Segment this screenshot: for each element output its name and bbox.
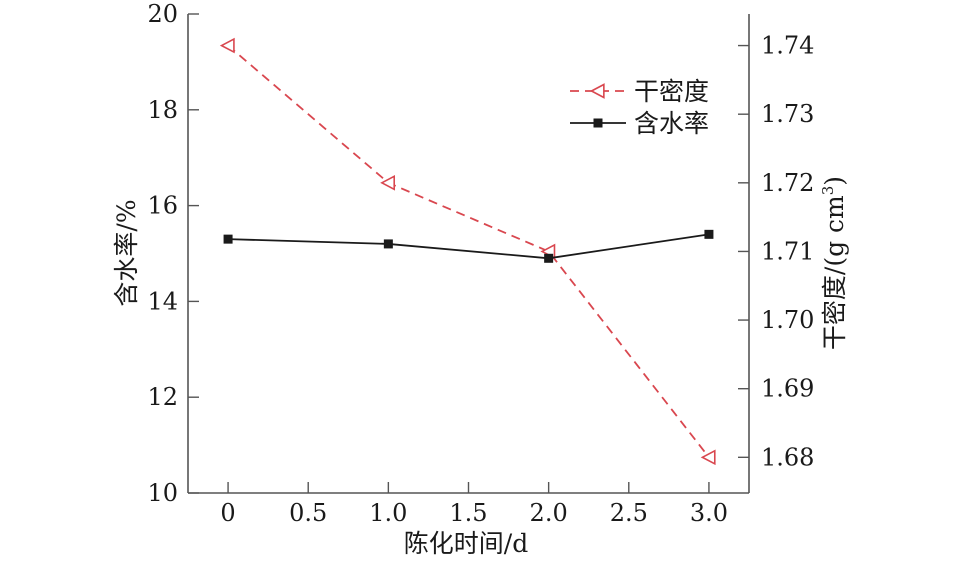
left-y-tick-label: 12 [147, 383, 178, 411]
data-point-1 [704, 229, 714, 239]
data-point-0 [700, 449, 716, 466]
right-y-tick-label: 1.71 [761, 237, 814, 265]
x-tick-label: 1.0 [369, 499, 407, 527]
x-tick-label: 1.5 [449, 499, 487, 527]
legend-label-0: 干密度 [634, 77, 709, 106]
left-y-tick-label: 10 [147, 479, 178, 507]
left-y-tick-label: 18 [147, 96, 178, 124]
x-tick-label: 0 [220, 499, 235, 527]
x-tick-label: 2.5 [610, 499, 648, 527]
series-layer [219, 37, 716, 466]
axes: 0 0.5 1.0 1.5 2.0 2.5 3.0 10 12 14 16 18 20 1.68 1.69 1… [147, 0, 814, 527]
right-y-tick-label: 1.68 [761, 443, 814, 471]
left-y-tick-label: 20 [147, 0, 178, 28]
right-y-tick-label: 1.73 [761, 100, 814, 128]
x-axis-title: 陈化时间/d [404, 529, 528, 558]
data-point-1 [544, 253, 554, 263]
series-line-1 [228, 233, 710, 260]
legend-marker-1 [593, 118, 603, 128]
data-point-0 [219, 37, 235, 54]
right-y-axis-title-main: 干密度/(g cm [820, 195, 849, 350]
legend-marker-0 [589, 83, 605, 99]
left-y-tick-label: 14 [147, 287, 178, 315]
right-y-tick-label: 1.69 [761, 375, 814, 403]
right-y-axis-title: 干密度/(g cm3) [819, 176, 849, 350]
data-point-1 [383, 239, 393, 249]
right-y-axis-title-close: ) [820, 176, 849, 186]
right-y-tick-label: 1.70 [761, 306, 814, 334]
x-tick-label: 0.5 [289, 499, 327, 527]
data-point-0 [380, 174, 396, 191]
x-tick-label: 3.0 [690, 499, 728, 527]
left-y-tick-label: 16 [147, 192, 178, 220]
right-y-axis-title-superscript: 3 [819, 186, 837, 196]
left-y-axis-title: 含水率/% [112, 199, 141, 306]
right-y-tick-label: 1.72 [761, 169, 814, 197]
right-y-tick-label: 1.74 [761, 32, 814, 60]
legend-label-1: 含水率 [634, 109, 709, 138]
data-point-1 [223, 234, 233, 244]
series-line-0 [227, 44, 710, 458]
x-tick-label: 2.0 [530, 499, 568, 527]
